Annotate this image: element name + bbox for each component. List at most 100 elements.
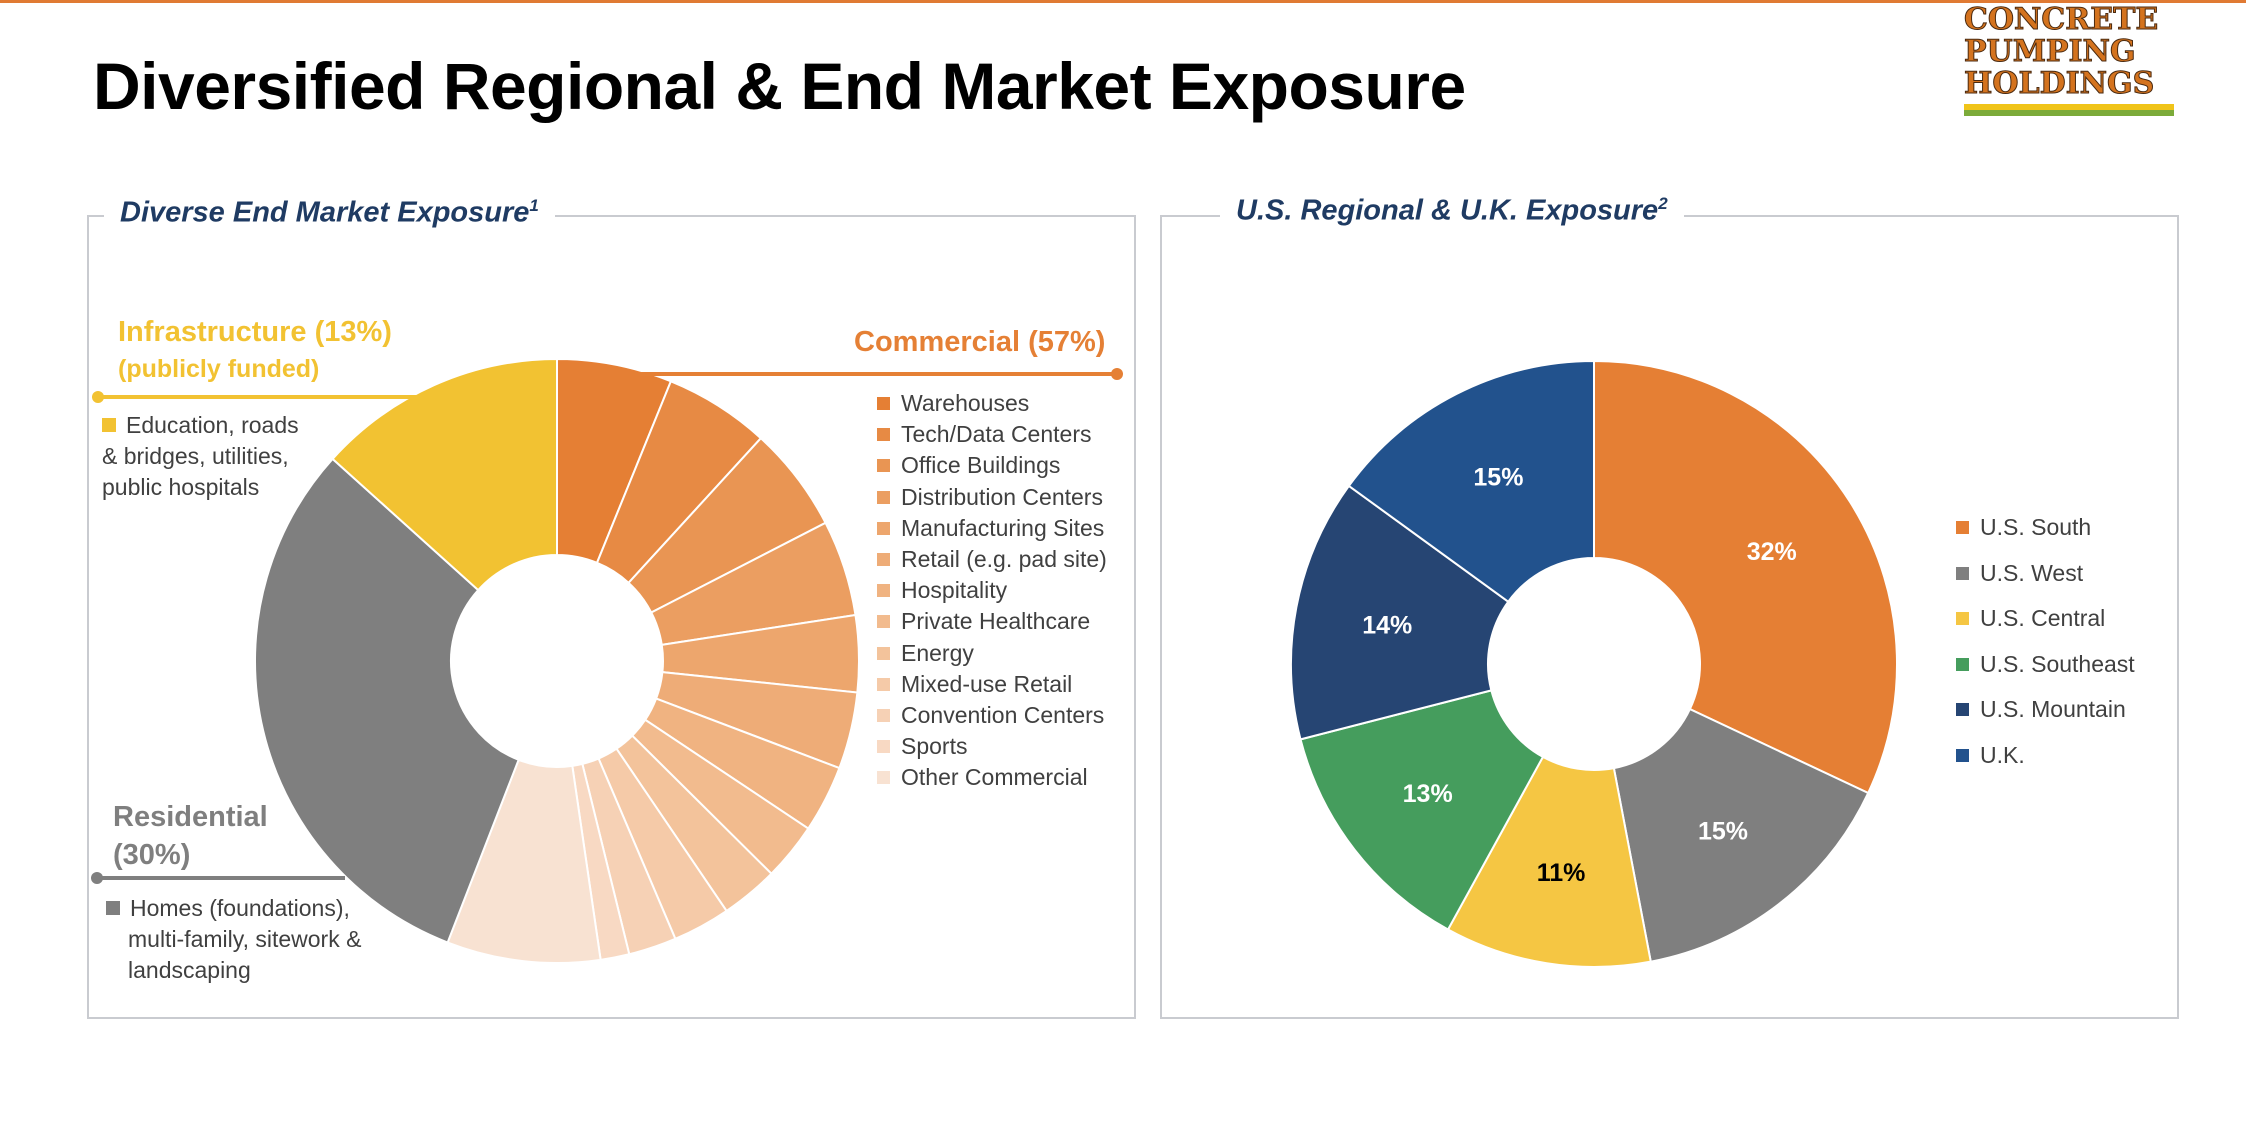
logo-line-2: PUMPING — [1964, 34, 2137, 69]
legend-swatch — [1956, 612, 1969, 625]
residential-swatch — [106, 901, 120, 915]
legend-label: U.S. Mountain — [1980, 696, 2126, 722]
footnote-marker: 2 — [1658, 194, 1668, 213]
legend-label: U.S. West — [1980, 559, 2084, 586]
legend-swatch — [877, 677, 890, 691]
legend-swatch — [877, 397, 890, 410]
commercial-label: Commercial (57%) — [854, 326, 1106, 358]
logo-line-3: HOLDINGS — [1963, 66, 2155, 101]
donut-slice-u-k- — [1347, 359, 1595, 604]
donut-slice-u-s-central — [1446, 755, 1652, 968]
legend-swatch — [877, 428, 890, 442]
legend-label: Tech/Data Centers — [901, 421, 1092, 448]
infrastructure-swatch — [102, 418, 116, 432]
infrastructure-leader-dot — [92, 391, 104, 403]
legend-swatch — [877, 646, 890, 660]
residential-desc-line: multi-family, sitework & — [128, 926, 362, 952]
footnote-marker: 1 — [529, 196, 539, 215]
leader-lines — [91, 368, 1123, 884]
regional-title-text: U.S. Regional & U.K. Exposure — [1236, 194, 1659, 227]
donut-slice-infrastructure — [331, 357, 558, 592]
data-label-u-k-: 15% — [1473, 463, 1523, 491]
regional-legend-item: U.K. — [1956, 742, 2025, 768]
legend-label: Sports — [901, 733, 968, 760]
logo-line-1: CONCRETE — [1963, 2, 2159, 37]
legend-label: Mixed-use Retail — [901, 670, 1073, 697]
residential-label-line: (30%) — [113, 839, 191, 871]
legend-label: U.S. Central — [1980, 605, 2106, 631]
legend-label: Other Commercial — [901, 764, 1088, 791]
legend-label: U.K. — [1980, 741, 2025, 768]
legend-swatch — [877, 553, 890, 566]
commercial-legend-item: Warehouses — [877, 390, 1029, 416]
regional-legend-item: U.S. Mountain — [1956, 696, 2126, 722]
data-label-u-s-mountain: 14% — [1362, 612, 1412, 640]
end-market-panel-title: Diverse End Market Exposure1 — [104, 196, 555, 230]
commercial-legend-item: Manufacturing Sites — [877, 515, 1104, 541]
legend-label: Private Healthcare — [901, 608, 1091, 635]
data-label-u-s-central: 11% — [1537, 859, 1586, 887]
commercial-legend-item: Other Commercial — [877, 764, 1088, 790]
legend-label: U.S. Southeast — [1980, 650, 2135, 677]
logo-stripe-green — [1964, 110, 2174, 116]
regional-legend-item: U.S. West — [1956, 560, 2083, 586]
donut-slice-u-s-southeast — [1299, 689, 1545, 931]
infrastructure-desc-line: public hospitals — [102, 474, 260, 500]
legend-swatch — [877, 459, 890, 473]
top-accent-line — [0, 0, 2246, 3]
regional-legend-item: U.S. Southeast — [1956, 651, 2135, 677]
legend-swatch — [877, 740, 890, 754]
legend-swatch — [877, 521, 890, 535]
legend-label: Office Buildings — [901, 452, 1061, 479]
end-market-panel — [87, 215, 1136, 1019]
residential-label: Residential (30%) — [113, 798, 268, 874]
infrastructure-label: Infrastructure (13%) — [118, 316, 392, 348]
donut-slice-u-s-south — [1593, 359, 1898, 795]
legend-label: Convention Centers — [901, 702, 1105, 728]
donut-slice-u-s-mountain — [1290, 484, 1510, 741]
commercial-legend-item: Distribution Centers — [877, 484, 1103, 510]
infrastructure-description: Education, roads & bridges, utilities, p… — [102, 410, 299, 503]
commercial-legend-item: Private Healthcare — [877, 608, 1090, 634]
infrastructure-desc-line: & bridges, utilities, — [102, 443, 289, 469]
residential-label-line: Residential — [113, 801, 268, 833]
legend-swatch — [1956, 748, 1969, 762]
regional-legend-item: U.S. South — [1956, 514, 2091, 540]
legend-swatch — [1956, 566, 1969, 580]
legend-label: Retail (e.g. pad site) — [901, 546, 1107, 572]
infrastructure-desc-line: Education, roads — [126, 412, 299, 438]
residential-desc-line: Homes (foundations), — [130, 895, 350, 921]
commercial-legend-item: Hospitality — [877, 577, 1007, 603]
legend-label: Distribution Centers — [901, 483, 1103, 510]
regional-legend-item: U.S. Central — [1956, 605, 2105, 631]
residential-leader-dot — [91, 872, 103, 884]
legend-label: Hospitality — [901, 577, 1008, 604]
regional-donut: 32% 15% 11% 13% 14% 15% — [1290, 359, 1898, 968]
legend-swatch — [1956, 703, 1969, 716]
legend-label: U.S. South — [1980, 514, 2092, 540]
legend-label: Energy — [901, 639, 974, 666]
logo-stripe-yellow — [1964, 104, 2174, 110]
legend-swatch — [1956, 521, 1969, 534]
legend-swatch — [1956, 657, 1969, 671]
commercial-legend-item: Sports — [877, 733, 967, 759]
legend-label: Warehouses — [901, 390, 1030, 416]
donut-slice-u-s-west — [1612, 707, 1870, 963]
legend-label: Manufacturing Sites — [901, 514, 1105, 541]
donut-slice-residential — [254, 457, 520, 944]
commercial-legend-item: Office Buildings — [877, 452, 1060, 478]
residential-desc-line: landscaping — [128, 957, 251, 983]
end-market-donut — [254, 357, 860, 964]
commercial-legend-item: Tech/Data Centers — [877, 421, 1091, 447]
commercial-leader-dot — [1111, 368, 1123, 380]
commercial-legend-item: Energy — [877, 640, 974, 666]
legend-swatch — [877, 615, 890, 629]
legend-swatch — [877, 709, 890, 722]
data-label-u-s-south: 32% — [1747, 538, 1797, 566]
data-label-u-s-southeast: 13% — [1403, 780, 1453, 808]
end-market-title-text: Diverse End Market Exposure — [120, 196, 530, 229]
residential-description: Homes (foundations), multi-family, sitew… — [106, 893, 361, 986]
company-logo: CONCRETE PUMPING HOLDINGS — [1940, 0, 2210, 124]
legend-swatch — [877, 584, 890, 598]
